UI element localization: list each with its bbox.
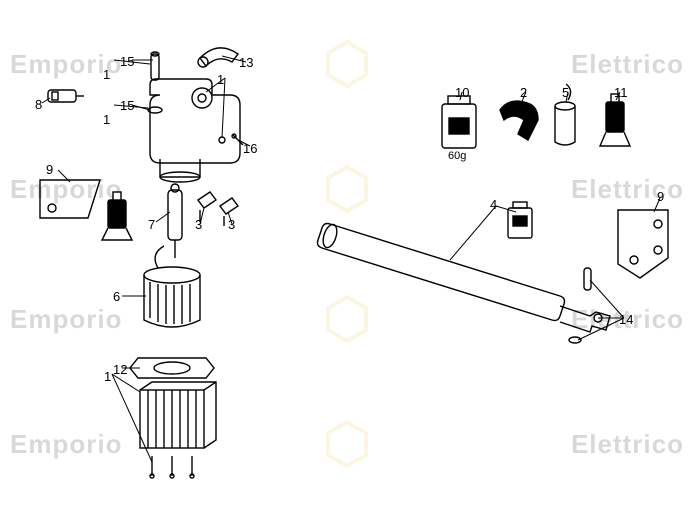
exploded-diagram: 8 15 1 15 1 9 13 1 16 7 3 3 6 12 1 10 2 … bbox=[0, 0, 694, 500]
part-connector bbox=[48, 90, 84, 102]
callout-1d: 1 bbox=[104, 370, 111, 383]
callout-11: 11 bbox=[614, 86, 628, 99]
callout-13: 13 bbox=[239, 56, 253, 69]
callout-8: 8 bbox=[35, 98, 42, 111]
callout-6: 6 bbox=[113, 290, 120, 303]
part-grease-tube-left bbox=[102, 192, 132, 240]
callout-2: 2 bbox=[520, 86, 527, 99]
part-bracket-right bbox=[618, 210, 668, 278]
part-motor bbox=[140, 382, 216, 448]
part-screw-small bbox=[232, 134, 243, 145]
callout-5: 5 bbox=[562, 86, 569, 99]
part-small-jar bbox=[508, 202, 532, 238]
part-gasket bbox=[130, 358, 214, 378]
part-bracket-left bbox=[40, 180, 100, 218]
part-actuator-arm bbox=[318, 223, 611, 332]
part-rotor bbox=[168, 184, 182, 258]
part-grease-tube-right bbox=[600, 94, 630, 146]
callout-15a: 15 bbox=[120, 55, 134, 68]
part-lever bbox=[198, 48, 238, 67]
callout-1c: 1 bbox=[103, 113, 110, 126]
callout-15b: 15 bbox=[120, 99, 134, 112]
callout-3a: 3 bbox=[195, 218, 202, 231]
part-release-handle bbox=[500, 101, 538, 140]
part-stator bbox=[144, 246, 200, 327]
callout-10: 10 bbox=[455, 86, 469, 99]
part-pin-top bbox=[151, 52, 159, 80]
part-housing bbox=[150, 79, 240, 182]
callout-9a: 9 bbox=[46, 163, 53, 176]
callout-12: 12 bbox=[113, 363, 127, 376]
callout-1b: 1 bbox=[103, 68, 110, 81]
part-grease-jar bbox=[442, 96, 476, 148]
callout-14: 14 bbox=[619, 313, 633, 326]
part-motor-screws bbox=[150, 456, 194, 478]
callout-leaders bbox=[42, 56, 660, 462]
grease-weight-label: 60g bbox=[448, 150, 466, 162]
callout-16: 16 bbox=[243, 142, 257, 155]
callout-7: 7 bbox=[148, 218, 155, 231]
callout-1a: 1 bbox=[217, 73, 224, 86]
callout-3b: 3 bbox=[228, 218, 235, 231]
callout-9b: 9 bbox=[657, 190, 664, 203]
callout-4: 4 bbox=[490, 198, 497, 211]
